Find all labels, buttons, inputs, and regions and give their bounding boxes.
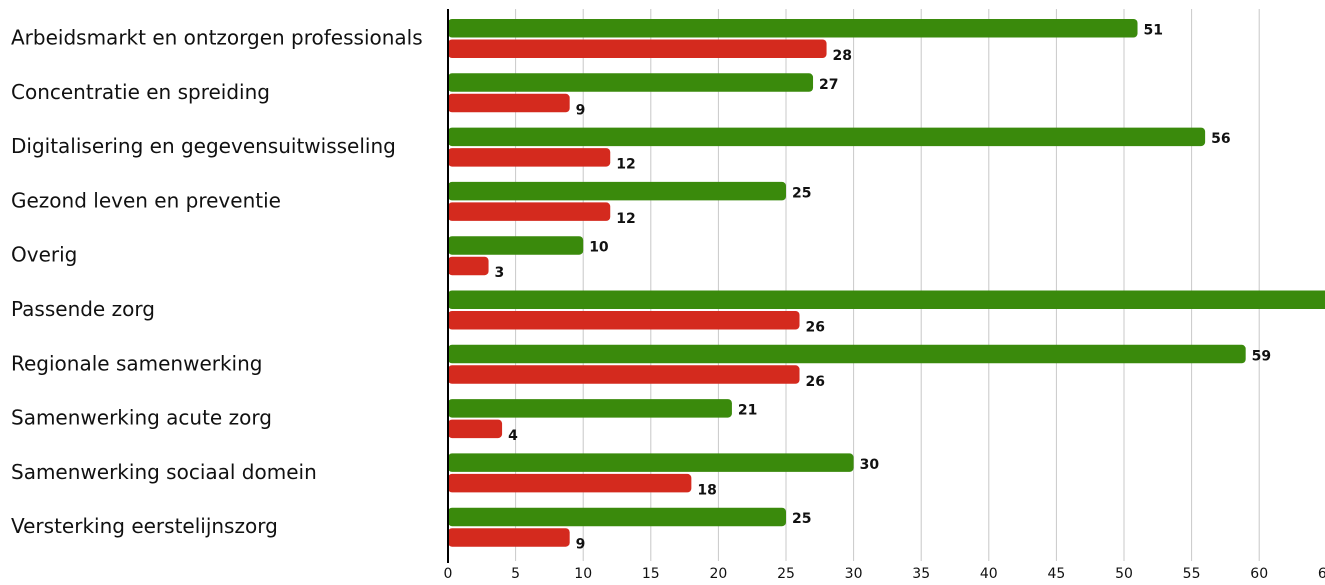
data-label: 12 [616, 211, 635, 227]
data-label: 4 [508, 428, 518, 444]
bar-series-1 [448, 236, 584, 255]
x-tick-label: 60 [1250, 566, 1268, 581]
bar-series-1 [448, 453, 854, 472]
x-tick-label: 45 [1047, 566, 1065, 581]
bar-series-1 [448, 290, 1325, 309]
x-tick-label: 15 [642, 566, 660, 581]
x-tick-label: 30 [845, 566, 863, 581]
x-tick-label: 55 [1183, 566, 1201, 581]
data-label: 21 [738, 403, 757, 419]
x-tick-label: 20 [709, 566, 727, 581]
data-label: 9 [576, 537, 586, 553]
grid-layer [515, 9, 1260, 561]
x-tick-label: 5 [511, 566, 520, 581]
bar-series-1 [448, 507, 786, 527]
category-label: Regionale samenwerking [11, 351, 262, 375]
data-label: 27 [819, 77, 838, 93]
labels-layer: Arbeidsmarkt en ontzorgen professionals 5… [11, 23, 1271, 553]
category-label: Digitalisering en gegevensuitwisseling [11, 134, 396, 158]
bars-layer [448, 19, 1325, 547]
bar-series-2 [448, 202, 611, 221]
data-label: 26 [806, 374, 825, 390]
data-label: 51 [1144, 23, 1163, 39]
bar-series-2 [448, 311, 800, 330]
category-label: Samenwerking acute zorg [11, 406, 272, 430]
data-label: 10 [589, 240, 609, 256]
x-tick-label: 25 [777, 566, 795, 581]
data-label: 9 [576, 102, 586, 118]
x-tick-label: 0 [444, 566, 453, 581]
x-tick-label: 50 [1115, 566, 1133, 581]
bar-series-2 [448, 256, 489, 276]
axis-layer: 05101520253035404550556065707580 [444, 9, 1325, 582]
bar-series-2 [448, 365, 800, 384]
data-label: 28 [833, 48, 852, 64]
data-label: 25 [792, 511, 811, 527]
category-label: Gezond leven en preventie [11, 188, 281, 212]
category-label: Samenwerking sociaal domein [11, 460, 317, 484]
bar-series-2 [448, 419, 503, 439]
category-label: Concentratie en spreiding [11, 80, 270, 104]
bar-series-2 [448, 528, 570, 547]
data-label: 30 [860, 457, 880, 473]
category-label: Overig [11, 243, 77, 267]
category-label: Versterking eerstelijnszorg [11, 514, 278, 538]
bar-series-1 [448, 344, 1246, 364]
bar-series-2 [448, 148, 611, 167]
bar-series-1 [448, 399, 732, 418]
category-label: Passende zorg [11, 297, 155, 321]
data-label: 12 [616, 157, 635, 173]
x-tick-label: 65 [1318, 566, 1325, 581]
bar-series-2 [448, 473, 692, 493]
x-tick-label: 40 [980, 566, 998, 581]
data-label: 25 [792, 185, 811, 201]
bar-series-2 [448, 93, 570, 113]
data-label: 56 [1211, 131, 1230, 147]
category-label: Arbeidsmarkt en ontzorgen professionals [11, 26, 423, 50]
data-label: 18 [697, 482, 716, 498]
x-tick-label: 35 [912, 566, 930, 581]
data-label: 26 [806, 320, 825, 336]
x-tick-label: 10 [574, 566, 592, 581]
data-label: 59 [1252, 348, 1271, 364]
data-label: 3 [495, 265, 505, 281]
bar-series-2 [448, 39, 827, 58]
bar-series-1 [448, 19, 1138, 38]
bar-series-1 [448, 181, 786, 201]
bar-series-1 [448, 73, 814, 92]
bar-series-1 [448, 127, 1206, 147]
